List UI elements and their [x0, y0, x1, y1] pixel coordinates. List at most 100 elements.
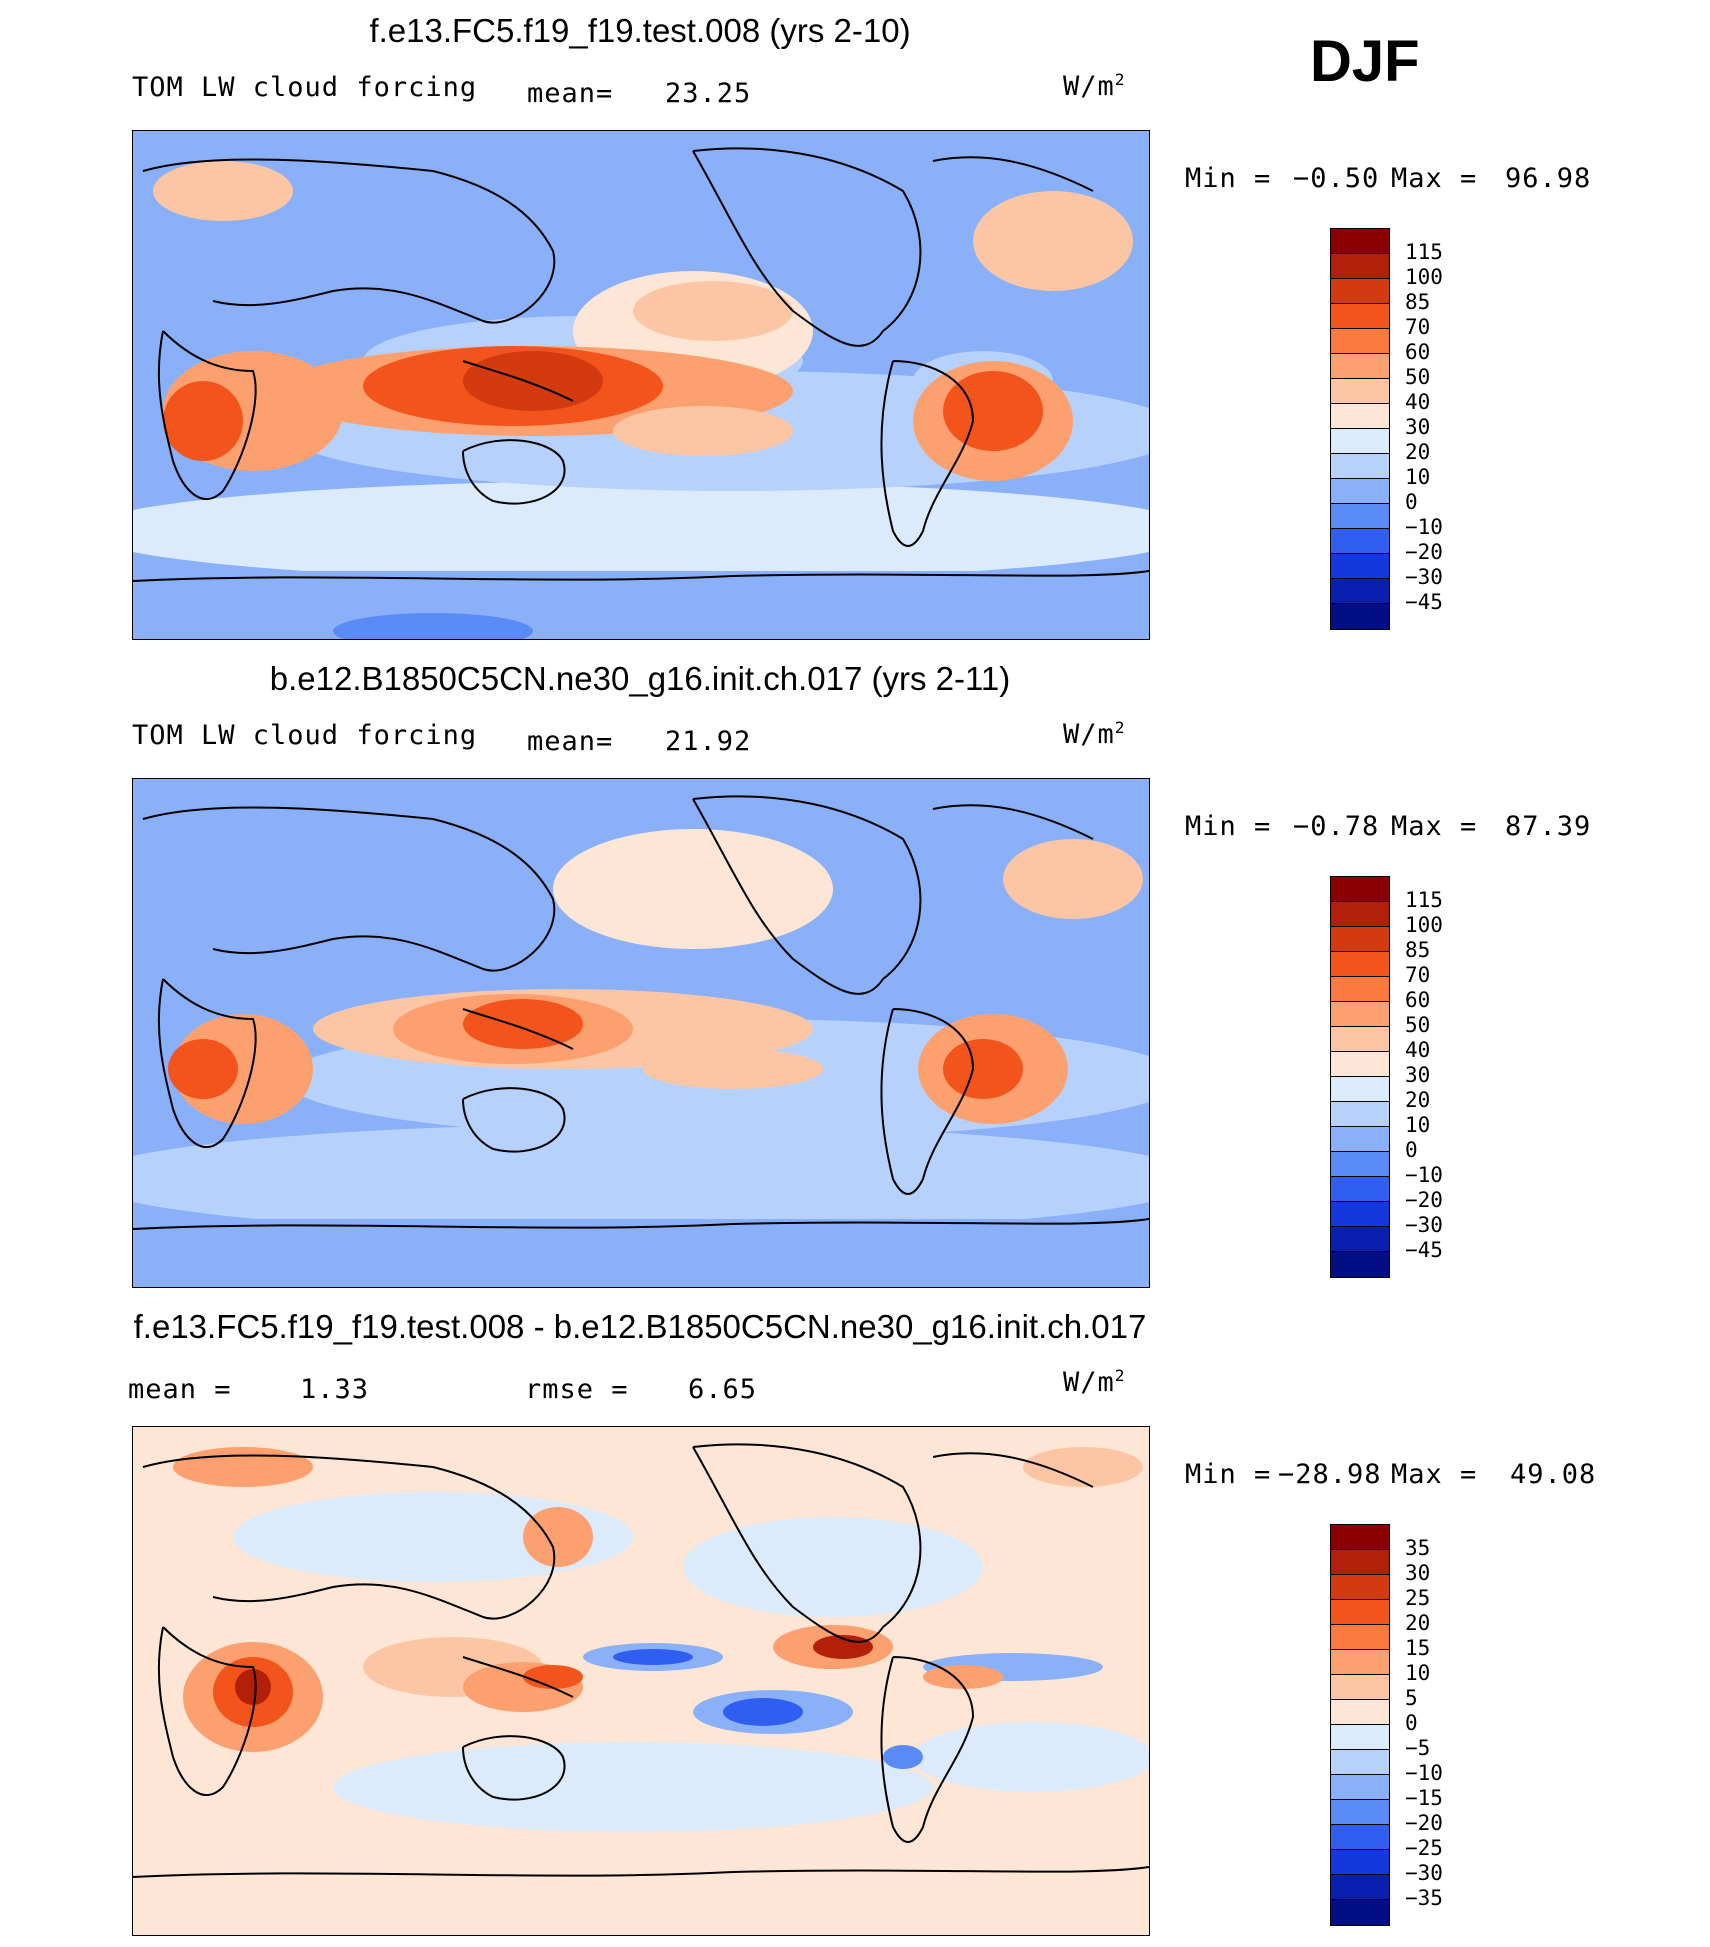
colorbar-swatch	[1331, 404, 1389, 429]
panel1-mean-label: mean=	[527, 78, 614, 109]
colorbar-tick-label: 70	[1405, 315, 1431, 339]
colorbar-tick-label: 20	[1405, 440, 1431, 464]
colorbar-swatch	[1331, 279, 1389, 304]
panel3-unit: W/m2	[1063, 1366, 1126, 1398]
colorbar-swatch	[1331, 1027, 1389, 1052]
colorbar-swatch	[1331, 1675, 1389, 1700]
colorbar-swatch	[1331, 1800, 1389, 1825]
colorbar-swatch	[1331, 1152, 1389, 1177]
colorbar-swatch	[1331, 1575, 1389, 1600]
panel1-field-svg	[133, 131, 1149, 639]
colorbar-swatch	[1331, 927, 1389, 952]
panel2-min-value: −0.78	[1293, 811, 1380, 842]
panel1-map	[132, 130, 1150, 640]
colorbar-tick-label: 70	[1405, 963, 1431, 987]
colorbar-swatch	[1331, 1850, 1389, 1875]
colorbar-swatch	[1331, 429, 1389, 454]
colorbar-tick-label: 10	[1405, 1661, 1431, 1685]
panel2-min-label: Min =	[1185, 811, 1272, 842]
colorbar-tick-label: 20	[1405, 1611, 1431, 1635]
colorbar-tick-label: −20	[1405, 540, 1443, 564]
panel3-min-label: Min =	[1185, 1459, 1272, 1490]
panel2-field-svg	[133, 779, 1149, 1287]
panel1-max-value: 96.98	[1505, 163, 1592, 194]
colorbar-tick-label: −15	[1405, 1786, 1443, 1810]
panel1-unit: W/m2	[1063, 70, 1126, 102]
colorbar-swatch	[1331, 902, 1389, 927]
colorbar-tick-label: −20	[1405, 1811, 1443, 1835]
panel2-map	[132, 778, 1150, 1288]
colorbar-tick-label: −25	[1405, 1836, 1443, 1860]
panel1-min-value: −0.50	[1293, 163, 1380, 194]
colorbar-swatch	[1331, 1875, 1389, 1900]
colorbar-swatch	[1331, 1725, 1389, 1750]
colorbar-tick-label: −30	[1405, 1213, 1443, 1237]
colorbar-tick-label: −20	[1405, 1188, 1443, 1212]
panel1-mean-value: 23.25	[665, 78, 752, 109]
panel2-mean-label: mean=	[527, 726, 614, 757]
colorbar-swatch	[1331, 304, 1389, 329]
colorbar-tick-label: 0	[1405, 490, 1418, 514]
panel3-rmse-value: 6.65	[688, 1374, 758, 1405]
colorbar-swatch	[1331, 1550, 1389, 1575]
colorbar-swatch	[1331, 1252, 1389, 1277]
colorbar-tick-label: 85	[1405, 938, 1431, 962]
colorbar-tick-label: 0	[1405, 1711, 1418, 1735]
panel2-unit: W/m2	[1063, 718, 1126, 750]
colorbar-tick-label: 30	[1405, 1561, 1431, 1585]
colorbar-tick-label: 50	[1405, 365, 1431, 389]
colorbar-swatch	[1331, 379, 1389, 404]
colorbar-swatch	[1331, 1002, 1389, 1027]
colorbar-swatch	[1331, 329, 1389, 354]
colorbar-tick-label: −10	[1405, 515, 1443, 539]
colorbar-swatch	[1331, 579, 1389, 604]
colorbar-swatch	[1331, 479, 1389, 504]
panel1-variable: TOM LW cloud forcing	[132, 72, 478, 103]
panel2-max-value: 87.39	[1505, 811, 1592, 842]
colorbar-swatch	[1331, 1600, 1389, 1625]
colorbar-tick-label: 115	[1405, 240, 1443, 264]
colorbar-swatch	[1331, 1227, 1389, 1252]
colorbar-swatch	[1331, 1525, 1389, 1550]
colorbar-tick-label: 40	[1405, 390, 1431, 414]
panel3-max-value: 49.08	[1510, 1459, 1597, 1490]
colorbar-swatch	[1331, 1052, 1389, 1077]
panel2-title: b.e12.B1850C5CN.ne30_g16.init.ch.017 (yr…	[269, 660, 1011, 697]
colorbar-tick-label: −45	[1405, 590, 1443, 614]
colorbar-swatch	[1331, 554, 1389, 579]
colorbar-swatch	[1331, 1650, 1389, 1675]
colorbar-tick-label: −30	[1405, 565, 1443, 589]
colorbar-tick-label: −30	[1405, 1861, 1443, 1885]
colorbar-tick-label: 40	[1405, 1038, 1431, 1062]
colorbar-tick-label: 5	[1405, 1686, 1418, 1710]
colorbar-tick-label: 10	[1405, 1113, 1431, 1137]
colorbar-swatch	[1331, 977, 1389, 1002]
colorbar-tick-label: 115	[1405, 888, 1443, 912]
colorbar-swatch	[1331, 1750, 1389, 1775]
panel2-colorbar	[1330, 876, 1390, 1278]
panel2-mean-value: 21.92	[665, 726, 752, 757]
panel1-colorbar	[1330, 228, 1390, 630]
colorbar-tick-label: −10	[1405, 1163, 1443, 1187]
colorbar-tick-label: −45	[1405, 1238, 1443, 1262]
colorbar-swatch	[1331, 952, 1389, 977]
panel3-max-label: Max =	[1391, 1459, 1478, 1490]
colorbar-tick-label: 50	[1405, 1013, 1431, 1037]
colorbar-tick-label: 85	[1405, 290, 1431, 314]
colorbar-tick-label: −5	[1405, 1736, 1431, 1760]
panel3-colorbar	[1330, 1524, 1390, 1926]
panel3-mean-label: mean =	[128, 1374, 232, 1405]
colorbar-swatch	[1331, 1202, 1389, 1227]
colorbar-tick-label: 100	[1405, 265, 1443, 289]
colorbar-swatch	[1331, 604, 1389, 629]
colorbar-tick-label: 60	[1405, 340, 1431, 364]
colorbar-swatch	[1331, 529, 1389, 554]
colorbar-tick-label: 25	[1405, 1586, 1431, 1610]
panel3-title: f.e13.FC5.f19_f19.test.008 - b.e12.B1850…	[133, 1308, 1147, 1345]
panel1-title: f.e13.FC5.f19_f19.test.008 (yrs 2-10)	[369, 12, 911, 49]
panel1-max-label: Max =	[1391, 163, 1478, 194]
colorbar-swatch	[1331, 454, 1389, 479]
colorbar-tick-label: −10	[1405, 1761, 1443, 1785]
colorbar-tick-label: 30	[1405, 1063, 1431, 1087]
panel3-rmse-label: rmse =	[525, 1374, 629, 1405]
